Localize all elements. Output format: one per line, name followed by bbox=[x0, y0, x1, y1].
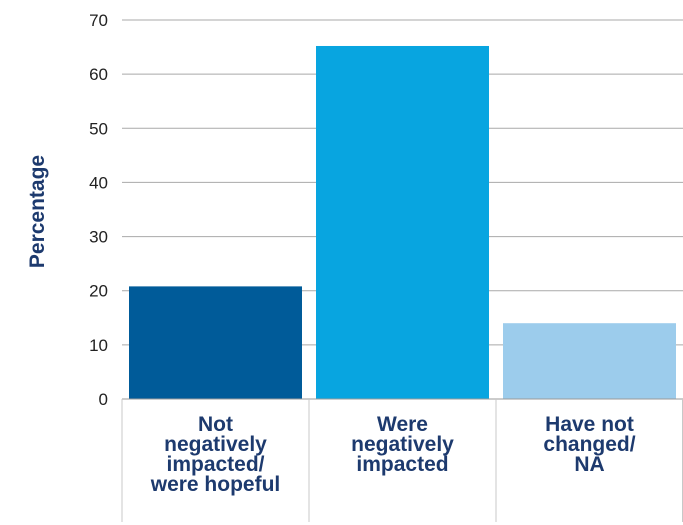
bar bbox=[316, 45, 489, 399]
bar bbox=[503, 323, 676, 399]
category-labels: Not negatively impacted/were hopeful Were ne… bbox=[150, 413, 636, 496]
y-tick-label: 40 bbox=[89, 173, 108, 192]
y-axis-ticks: 0 10 20 30 40 50 60 70 bbox=[89, 11, 108, 409]
bar bbox=[129, 286, 302, 399]
x-category-label: Were negatively impacted bbox=[351, 413, 454, 476]
y-tick-label: 30 bbox=[89, 228, 108, 247]
bars bbox=[129, 45, 676, 399]
y-tick-label: 50 bbox=[89, 119, 108, 138]
y-axis-title: Percentage bbox=[26, 155, 49, 268]
x-category-label: Not negatively impacted/were hopeful bbox=[150, 413, 281, 496]
y-tick-label: 70 bbox=[89, 11, 108, 30]
y-tick-label: 0 bbox=[99, 390, 108, 409]
y-tick-label: 10 bbox=[89, 336, 108, 355]
y-tick-label: 20 bbox=[89, 282, 108, 301]
y-tick-label: 60 bbox=[89, 65, 108, 84]
x-category-label: Have not changed/NA bbox=[543, 413, 635, 476]
